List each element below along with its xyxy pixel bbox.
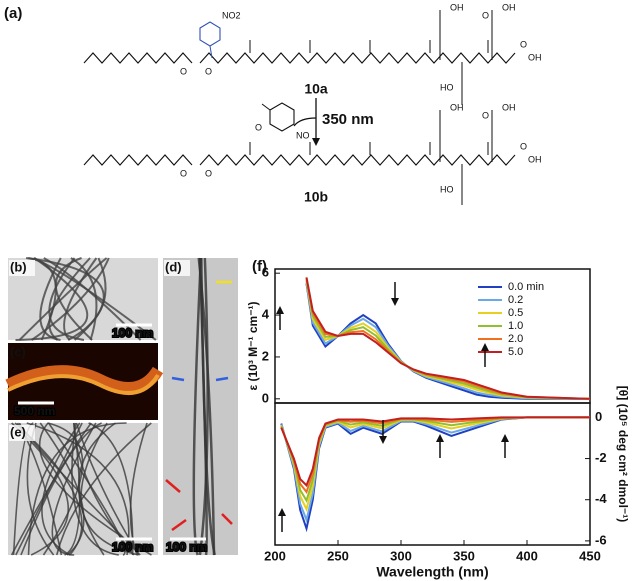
- bond: [84, 53, 192, 63]
- legend-label: 0.0 min: [508, 281, 544, 293]
- x-tick-label: 350: [453, 548, 475, 563]
- scale-label: 100 nm: [112, 540, 153, 554]
- atom: HO: [440, 82, 454, 92]
- atom: HO: [440, 184, 454, 194]
- panel-label: (c): [10, 344, 26, 359]
- y2-tick-label: -4: [595, 491, 607, 506]
- arrow-head: [312, 138, 320, 146]
- y-tick-label: 4: [262, 307, 270, 322]
- atom: OH: [528, 154, 542, 164]
- ring: [200, 22, 220, 46]
- trend-arrow-head: [379, 436, 387, 444]
- y-tick-label: 6: [262, 265, 269, 280]
- legend-label: 1.0: [508, 320, 523, 332]
- atom: O: [205, 168, 212, 178]
- atom: OH: [450, 102, 464, 112]
- atom: O: [482, 110, 489, 120]
- data-line: [307, 279, 591, 398]
- y-tick-label: 0: [262, 390, 269, 405]
- trend-arrow-head: [436, 434, 444, 442]
- scale-label: 500 nm: [14, 404, 55, 418]
- panel-label: (e): [10, 424, 26, 439]
- x-tick-label: 450: [579, 548, 601, 563]
- atom: O: [520, 141, 527, 151]
- bond: [200, 155, 515, 165]
- trend-arrow-head: [501, 434, 509, 442]
- x-tick-label: 300: [390, 548, 412, 563]
- data-line: [281, 417, 590, 528]
- panel-label: (d): [165, 259, 182, 274]
- legend-label: 2.0: [508, 333, 523, 345]
- y2-axis-label: [θ] (10⁵ deg cm² dmol⁻¹): [616, 386, 630, 522]
- trend-arrow-head: [391, 298, 399, 306]
- atom: OH: [528, 52, 542, 62]
- atom: O: [180, 66, 187, 76]
- legend-label: 0.2: [508, 294, 523, 306]
- atom: NO: [296, 130, 310, 140]
- byproduct-arrow: [294, 118, 316, 126]
- figure: (a) 350 nm 10a 10b O NO (b) 100 nm (c) 500 …: [0, 0, 633, 581]
- compound-label: 10b: [304, 189, 328, 205]
- ring: [270, 103, 294, 131]
- trend-arrow-head: [276, 306, 284, 314]
- condition: 350 nm: [322, 111, 374, 128]
- y2-tick-label: 0: [595, 409, 602, 424]
- data-line: [281, 417, 590, 509]
- trend-arrow-head: [481, 343, 489, 351]
- bond: [84, 155, 192, 165]
- atom: O: [180, 168, 187, 178]
- page: {"scheme": {"label": "(a)", "compound_a"…: [0, 0, 633, 581]
- panel-label: (b): [10, 259, 27, 274]
- legend-label: 5.0: [508, 346, 523, 358]
- x-axis-label: Wavelength (nm): [376, 564, 488, 580]
- y-axis-label: ε (10³ M⁻¹ cm⁻¹): [246, 301, 260, 390]
- atom: OH: [450, 2, 464, 12]
- scale-label: 100 nm: [112, 326, 153, 340]
- atom: O: [520, 39, 527, 49]
- data-line: [281, 417, 590, 519]
- atom: O: [255, 122, 262, 132]
- scale-label: 100 nm: [166, 540, 207, 554]
- compound-label: 10a: [304, 81, 328, 97]
- atom: NO2: [222, 10, 241, 20]
- x-tick-label: 400: [516, 548, 538, 563]
- y2-tick-label: -6: [595, 532, 607, 547]
- atom: O: [482, 10, 489, 20]
- bond: [210, 46, 212, 58]
- atom: OH: [502, 2, 516, 12]
- legend-label: 0.5: [508, 307, 523, 319]
- y2-tick-label: -2: [595, 450, 607, 465]
- x-tick-label: 250: [327, 548, 349, 563]
- panel-label: (a): [4, 5, 22, 22]
- atom: O: [205, 66, 212, 76]
- trend-arrow-head: [278, 508, 286, 516]
- y-tick-label: 2: [262, 348, 269, 363]
- atom: OH: [502, 102, 516, 112]
- x-tick-label: 200: [264, 548, 286, 563]
- bond: [262, 104, 270, 110]
- bond: [200, 53, 515, 63]
